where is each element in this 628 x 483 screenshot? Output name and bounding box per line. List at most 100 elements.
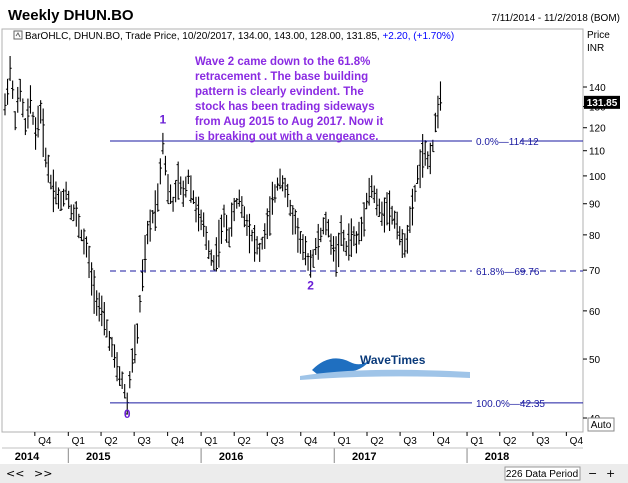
ohlc-bar <box>171 196 175 212</box>
x-tick-label: Q2 <box>238 436 252 447</box>
auto-scale-button[interactable] <box>587 417 615 432</box>
ohlc-bar <box>431 139 435 153</box>
ohlc-bar <box>135 323 140 344</box>
ohlc-bar <box>161 132 165 155</box>
ohlc-bar <box>309 249 313 278</box>
ohlc-bar <box>166 174 170 205</box>
ohlc-bar <box>436 95 440 129</box>
ohlc-bar <box>278 168 282 190</box>
ohlc-bar <box>33 117 38 150</box>
price-bars <box>3 55 443 415</box>
ohlc-bar <box>398 226 402 246</box>
ohlc-bar <box>97 292 101 322</box>
date-range: 7/11/2014 - 11/2/2018 (BOM) <box>491 13 620 24</box>
ohlc-bar <box>393 210 397 229</box>
ohlc-bar <box>324 211 328 236</box>
x-tick-label: Q2 <box>503 436 517 447</box>
ohlc-bar <box>306 253 310 271</box>
legend-change: +2.20, (+1.70%) <box>382 31 454 42</box>
ohlc-bar <box>334 236 338 277</box>
ohlc-bar <box>120 371 124 389</box>
x-tick-label: Q4 <box>171 436 185 447</box>
ohlc-bar <box>146 220 150 245</box>
x-tick-label: Q3 <box>271 436 285 447</box>
scroll-left-button[interactable]: << <box>6 467 24 480</box>
data-period-box[interactable] <box>504 466 581 481</box>
year-label: 2017 <box>352 451 376 463</box>
ohlc-bar <box>331 236 336 262</box>
ohlc-bar <box>158 158 162 185</box>
x-tick-label: Q3 <box>403 436 417 447</box>
y-tick-label: 120 <box>589 124 606 135</box>
ohlc-bar <box>74 201 78 227</box>
ohlc-bar <box>403 233 407 258</box>
ohlc-bar <box>426 151 430 170</box>
current-price: 131.85 <box>587 98 618 109</box>
ohlc-bar <box>105 319 109 338</box>
ohlc-bar <box>138 294 142 313</box>
year-label: 2015 <box>86 451 110 463</box>
logo-text: WaveTimes <box>360 353 426 367</box>
ohlc-bar <box>283 177 287 198</box>
ohlc-bar <box>95 290 99 316</box>
ohlc-bar <box>314 237 318 256</box>
x-axis: Q4 Q1 Q2 Q3 Q4 Q1 Q2 Q3 Q4 Q1 Q2 Q3 Q4 Q1 Q2 Q3 Q4 2014 20… <box>2 432 583 463</box>
ohlc-bar <box>41 108 45 158</box>
ohlc-bar <box>372 185 376 204</box>
ohlc-bar <box>337 232 341 268</box>
ohlc-bar <box>240 196 244 218</box>
zoom-in-button[interactable]: + <box>606 467 615 480</box>
ohlc-bar <box>79 229 83 242</box>
y-tick-label: 70 <box>589 266 601 277</box>
ohlc-bar <box>349 218 353 257</box>
ohlc-bar <box>326 219 331 238</box>
ohlc-bar <box>230 202 234 237</box>
ohlc-bar <box>339 215 343 246</box>
ohlc-bar <box>359 216 364 242</box>
ohlc-bar <box>329 233 333 255</box>
ohlc-bar <box>168 184 173 204</box>
ohlc-bar <box>21 98 25 118</box>
ohlc-bar <box>217 219 221 268</box>
x-tick-label: Q2 <box>104 436 118 447</box>
ohlc-bar <box>365 192 369 210</box>
ohlc-bar <box>408 206 412 233</box>
ohlc-bar <box>26 98 30 129</box>
annotation-line: pattern is clearly evindent. The <box>195 86 364 98</box>
zoom-out-button[interactable]: − <box>588 467 597 480</box>
ohlc-bar <box>242 206 246 228</box>
ohlc-bar <box>219 214 224 244</box>
ohlc-bar <box>31 111 35 125</box>
annotation-line: retracement . The base building <box>195 71 368 83</box>
ohlc-bar <box>265 208 269 240</box>
ohlc-bar <box>11 80 15 99</box>
y-tick-label: 100 <box>589 172 606 183</box>
scroll-right-button[interactable]: >> <box>34 467 52 480</box>
wave-label: 1 <box>160 112 167 126</box>
ohlc-bar <box>247 213 252 254</box>
ohlc-bar <box>400 229 404 259</box>
ohlc-bar <box>39 100 43 124</box>
ohlc-bar <box>13 111 17 131</box>
ohlc-bar <box>133 324 137 364</box>
current-price-box <box>584 95 620 109</box>
legend-icon <box>13 30 23 40</box>
ohlc-bar <box>51 169 55 213</box>
ohlc-bar <box>413 184 417 202</box>
ohlc-bar <box>130 348 134 373</box>
y-tick-label: 90 <box>589 200 601 211</box>
data-period: 226 Data Period <box>506 469 578 480</box>
ohlc-bar <box>296 217 300 253</box>
ohlc-bar <box>352 226 356 247</box>
currency-label: INR <box>587 43 604 54</box>
ohlc-bar <box>72 204 76 222</box>
y-tick-label: 50 <box>589 355 601 366</box>
annotation-line: from Aug 2015 to Aug 2017. Now it <box>195 116 383 128</box>
ohlc-bar <box>151 210 155 224</box>
ohlc-bar <box>252 224 257 262</box>
ohlc-bar <box>143 234 147 273</box>
ohlc-bar <box>202 212 206 237</box>
ohlc-bar <box>3 93 7 116</box>
auto-scale-label: Auto <box>591 420 612 431</box>
ohlc-bar <box>303 236 308 266</box>
